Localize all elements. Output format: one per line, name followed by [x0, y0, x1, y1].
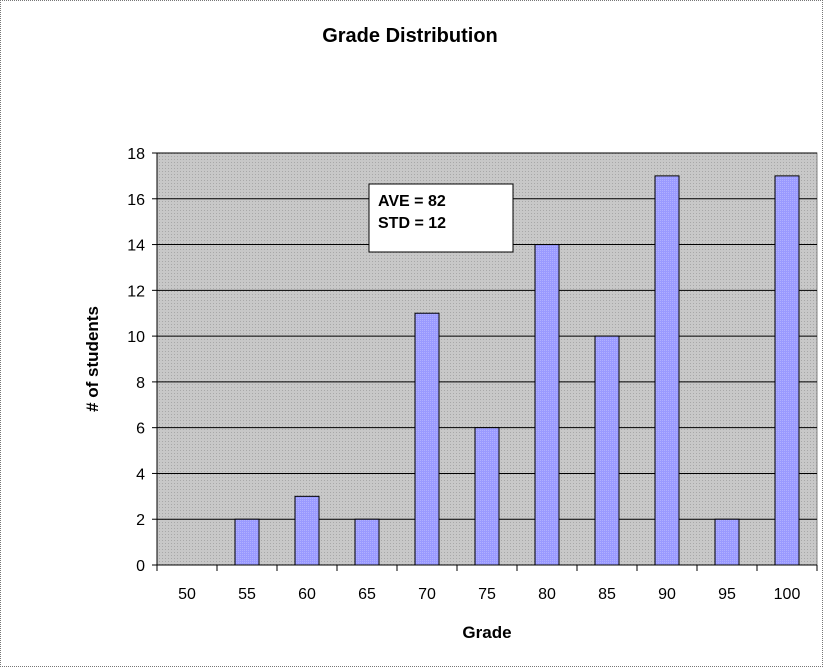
- x-axis: 50 55 60 65 70 75 80 85 90 95 100: [156, 564, 818, 603]
- x-tick-label: 60: [298, 586, 316, 603]
- bar-70: [414, 312, 440, 566]
- x-axis-label: Grade: [462, 623, 511, 642]
- y-tick-label: 14: [127, 238, 145, 255]
- x-tick-label: 50: [178, 586, 196, 603]
- bar-80: [534, 244, 560, 566]
- bar-100: [774, 175, 800, 566]
- stats-annotation: AVE = 82 STD = 12: [368, 183, 514, 253]
- x-tick-label: 90: [658, 586, 676, 603]
- stats-std-label: STD = 12: [378, 215, 446, 232]
- x-tick-label: 55: [238, 586, 256, 603]
- chart-title: Grade Distribution: [322, 25, 498, 47]
- y-tick-label: 0: [136, 558, 145, 575]
- x-tick-label: 95: [718, 586, 736, 603]
- x-tick-label: 80: [538, 586, 556, 603]
- y-tick-label: 10: [127, 329, 145, 346]
- y-axis-label: # of students: [83, 306, 102, 412]
- y-tick-label: 6: [136, 421, 145, 438]
- y-tick-label: 16: [127, 192, 145, 209]
- bar-55: [234, 518, 260, 566]
- x-tick-label: 65: [358, 586, 376, 603]
- bar-60: [294, 495, 320, 566]
- stats-annotation-box: [368, 183, 514, 253]
- y-tick-label: 12: [127, 283, 145, 300]
- y-tick-label: 18: [127, 146, 145, 163]
- bar-65: [354, 518, 380, 566]
- x-tick-label: 70: [418, 586, 436, 603]
- bars: [234, 175, 800, 566]
- x-tick-label: 100: [774, 586, 801, 603]
- x-tick-label: 85: [598, 586, 616, 603]
- bar-90: [654, 175, 680, 566]
- y-tick-label: 8: [136, 375, 145, 392]
- x-tick-label: 75: [478, 586, 496, 603]
- bar-95: [714, 518, 740, 566]
- y-tick-label: 4: [136, 466, 145, 483]
- bar-75: [474, 427, 500, 566]
- y-tick-label: 2: [136, 512, 145, 529]
- stats-ave-label: AVE = 82: [378, 193, 446, 210]
- y-axis: 0 2 4 6 8 10 12 14 16 18: [127, 146, 158, 575]
- bar-85: [594, 335, 620, 566]
